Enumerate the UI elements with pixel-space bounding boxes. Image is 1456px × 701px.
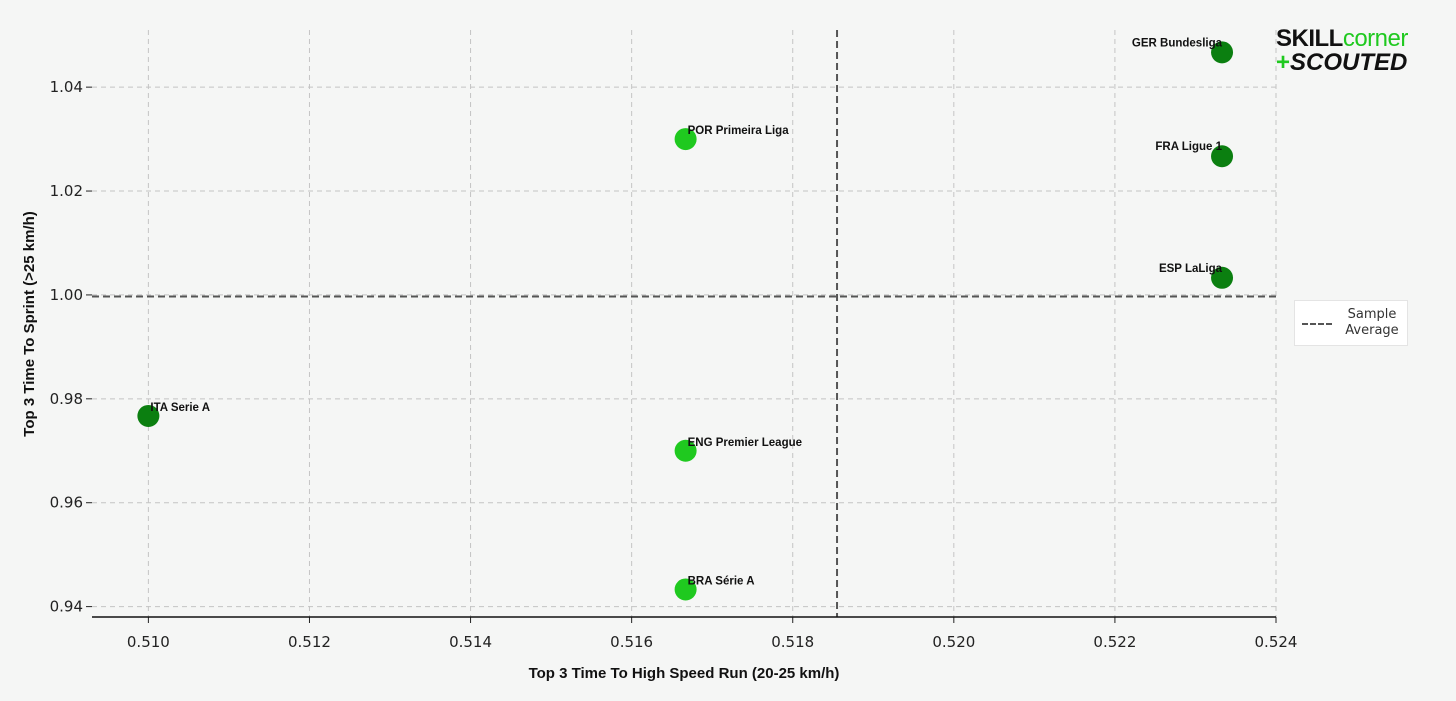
x-tick-label: 0.510 (127, 633, 170, 651)
x-tick-labels: 0.510 0.512 0.514 0.516 0.518 0.520 0.522 0.524 (127, 633, 1298, 651)
skillcorner-scouted-logo: SKILLcorner +SCOUTED (1276, 26, 1436, 78)
x-tick-label: 0.514 (449, 633, 492, 651)
legend-label: Sample Average (1339, 307, 1405, 339)
legend: Sample Average (1294, 300, 1408, 346)
y-tick-label: 1.00 (50, 286, 83, 304)
y-tick-label: 0.94 (50, 598, 83, 616)
y-tick-labels: 0.94 0.96 0.98 1.00 1.02 1.04 (50, 78, 83, 615)
data-point-marker (674, 578, 697, 601)
data-point-label: BRA Série A (688, 575, 755, 587)
x-tick-label: 0.516 (610, 633, 653, 651)
y-tick-label: 1.02 (50, 182, 83, 200)
data-point-label: ITA Serie A (150, 402, 210, 414)
logo-scouted: SCOUTED (1290, 49, 1408, 76)
logo-corner: corner (1342, 25, 1409, 52)
data-point-label: FRA Ligue 1 (1155, 141, 1222, 153)
x-tick-label: 0.518 (771, 633, 814, 651)
legend-dashed-line-icon (1302, 323, 1332, 325)
y-tick-label: 0.96 (50, 494, 83, 512)
x-tick-label: 0.520 (932, 633, 975, 651)
logo-skill: SKILL (1276, 25, 1343, 52)
y-tick-label: 1.04 (50, 78, 83, 96)
data-point-marker (1211, 41, 1234, 64)
legend-label-line-2: Average (1345, 323, 1399, 338)
data-point-label: ENG Premier League (688, 437, 802, 449)
data-point-marker (674, 128, 697, 151)
sample-average-lines (92, 30, 1276, 617)
data-point-marker (1211, 266, 1234, 289)
data-point-marker (1211, 145, 1234, 168)
data-point-label: GER Bundesliga (1132, 37, 1223, 49)
x-tick-label: 0.512 (288, 633, 331, 651)
y-tick-label: 0.98 (50, 390, 83, 408)
data-point-marker (674, 439, 697, 462)
y-axis-title: Top 3 Time To Sprint (>25 km/h) (21, 211, 38, 436)
logo-plus: + (1276, 49, 1291, 76)
data-points: GER Bundesliga FRA Ligue 1 ESP LaLiga POR P… (137, 37, 1234, 601)
x-tick-label: 0.524 (1255, 633, 1298, 651)
grid-lines (86, 30, 1277, 623)
legend-label-line-1: Sample (1347, 307, 1397, 322)
x-tick-label: 0.522 (1093, 633, 1136, 651)
data-point-label: POR Primeira Liga (688, 125, 790, 137)
data-point-marker (137, 404, 160, 427)
x-axis-title: Top 3 Time To High Speed Run (20-25 km/h… (529, 665, 840, 682)
data-point-label: ESP LaLiga (1159, 263, 1223, 275)
